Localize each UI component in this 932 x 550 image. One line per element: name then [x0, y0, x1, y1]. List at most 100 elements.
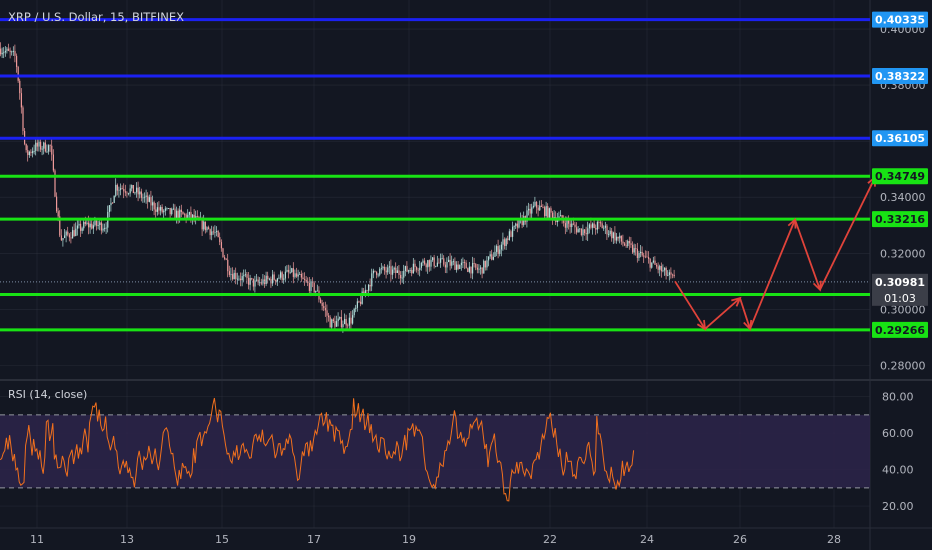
- green-level-tag-bg: [872, 211, 928, 228]
- candle-body: [100, 222, 102, 231]
- candle-body: [643, 255, 645, 257]
- candle-body: [62, 238, 64, 241]
- candle-body: [75, 228, 77, 236]
- candle-body: [419, 267, 421, 271]
- candle-body: [222, 248, 224, 258]
- candle-body: [300, 274, 302, 278]
- candle-body: [625, 245, 627, 247]
- candle-body: [344, 319, 346, 325]
- candle-body: [201, 218, 203, 230]
- candle-body: [356, 301, 358, 308]
- candle-body: [635, 248, 637, 249]
- candle-body: [596, 222, 598, 230]
- candle-body: [257, 279, 259, 283]
- candle-body: [158, 207, 160, 211]
- candle-body: [156, 207, 158, 212]
- candle-body: [232, 274, 234, 280]
- candle-body: [136, 187, 138, 193]
- time-tick-label: 17: [307, 533, 321, 546]
- candle-body: [467, 268, 469, 272]
- candle-body: [164, 208, 166, 211]
- candle-body: [105, 227, 107, 229]
- candle-body: [438, 262, 440, 264]
- forecast-segment: [674, 280, 706, 330]
- time-tick-label: 15: [215, 533, 229, 546]
- candle-body: [228, 271, 230, 275]
- candle-body: [299, 274, 301, 275]
- candle-body: [160, 207, 162, 211]
- candle-body: [182, 211, 184, 215]
- candle-body: [536, 202, 538, 208]
- time-tick-label: 13: [120, 533, 134, 546]
- rsi-series: [0, 397, 635, 502]
- candle-body: [414, 263, 416, 268]
- candle-body: [590, 224, 592, 228]
- candle-body: [246, 274, 248, 278]
- candle-body: [254, 280, 256, 287]
- candle-body: [260, 282, 262, 284]
- green-level-tag-text: 0.33216: [875, 213, 925, 226]
- candle-body: [256, 279, 258, 281]
- candle-body: [70, 237, 72, 239]
- blue-level-tag-bg: [872, 130, 928, 147]
- candle-body: [435, 265, 437, 267]
- candle-body: [515, 223, 517, 226]
- candle-body: [328, 315, 330, 318]
- candle-body: [145, 195, 147, 197]
- candle-body: [436, 262, 438, 266]
- candle-body: [395, 267, 397, 274]
- candle-body: [492, 256, 494, 260]
- candle-body: [89, 223, 91, 228]
- candle-body: [148, 197, 150, 202]
- candle-body: [460, 262, 462, 266]
- candle-body: [281, 272, 283, 280]
- rsi-tick-label: 20.00: [882, 500, 914, 513]
- candle-body: [166, 208, 168, 209]
- candle-body: [272, 274, 274, 284]
- candle-body: [632, 244, 634, 253]
- candle-body: [259, 282, 261, 284]
- candle-body: [636, 248, 638, 258]
- candle-body: [598, 222, 600, 223]
- candle-body: [484, 260, 486, 268]
- candle-body: [464, 262, 466, 263]
- candle-body: [208, 227, 210, 230]
- candle-body: [8, 48, 10, 51]
- price-tags[interactable]: 0.403350.383220.361050.347490.332160.305…: [872, 11, 928, 338]
- candle-body: [11, 51, 13, 53]
- time-tick-label: 19: [402, 533, 416, 546]
- candle-body: [366, 290, 368, 292]
- candle-body: [619, 235, 621, 239]
- candle-body: [304, 279, 306, 280]
- candles: [0, 42, 675, 333]
- candle-body: [139, 191, 141, 195]
- candle-body: [600, 222, 602, 224]
- candle-body: [204, 221, 206, 231]
- candle-body: [212, 231, 214, 233]
- candle-body: [646, 256, 648, 258]
- candle-body: [275, 279, 277, 282]
- rsi-label: RSI (14, close): [8, 388, 87, 401]
- candle-body: [142, 197, 144, 199]
- candle-body: [398, 270, 400, 275]
- candle-body: [305, 279, 307, 282]
- candle-body: [108, 205, 110, 212]
- candle-body: [225, 258, 227, 260]
- candle-body: [252, 278, 254, 287]
- candle-body: [73, 230, 75, 236]
- candle-body: [265, 275, 267, 284]
- candle-body: [641, 251, 643, 256]
- candle-body: [499, 249, 501, 254]
- candle-body: [417, 269, 419, 271]
- candle-body: [59, 216, 61, 236]
- rsi-band-fill: [0, 414, 870, 488]
- candle-body: [440, 258, 442, 263]
- candle-body: [505, 238, 507, 246]
- candle-body: [401, 277, 403, 279]
- candle-body: [3, 52, 5, 54]
- candle-body: [340, 316, 342, 327]
- candle-body: [180, 209, 182, 212]
- candle-body: [448, 259, 450, 263]
